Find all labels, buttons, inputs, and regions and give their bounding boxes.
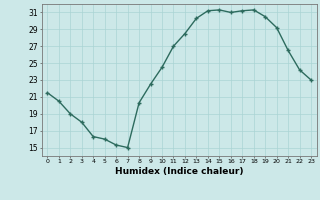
X-axis label: Humidex (Indice chaleur): Humidex (Indice chaleur)	[115, 167, 244, 176]
